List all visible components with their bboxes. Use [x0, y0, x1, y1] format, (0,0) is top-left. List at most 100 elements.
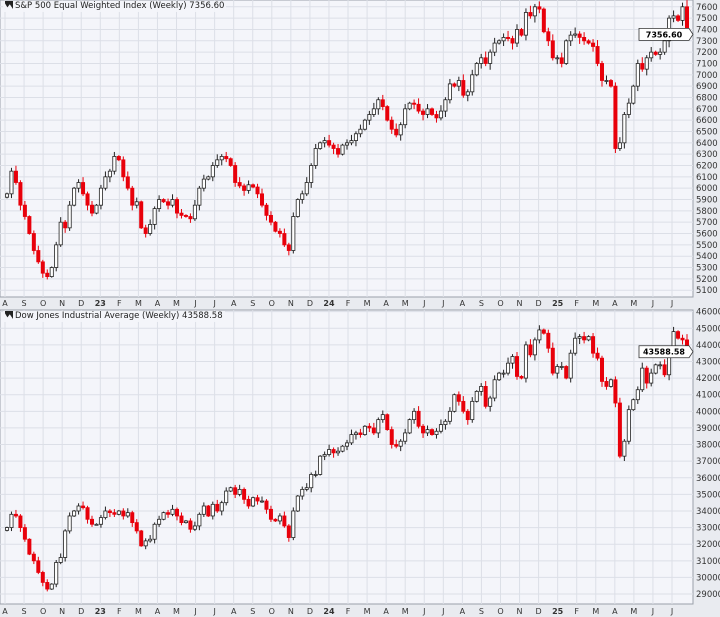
candle	[54, 241, 59, 272]
candle	[224, 151, 229, 163]
candle-body	[67, 515, 72, 532]
x-tick-label: S	[22, 299, 27, 308]
candle-body	[474, 63, 479, 76]
candle	[510, 354, 515, 369]
candle-body	[541, 8, 546, 33]
candle	[631, 84, 636, 105]
candle	[291, 212, 296, 254]
candle-body	[470, 74, 475, 93]
candle	[515, 24, 520, 48]
candle	[555, 55, 560, 65]
candle-body	[662, 40, 667, 53]
candle-body	[273, 518, 278, 522]
candle-body	[456, 80, 461, 87]
x-tick-label: O	[40, 607, 46, 616]
y-tick-label: 44000	[696, 341, 720, 351]
candle-body	[595, 46, 600, 64]
candle	[394, 439, 399, 449]
last-value-box	[638, 27, 694, 41]
x-tick-label: 25	[552, 607, 564, 616]
candle-body	[228, 158, 233, 166]
y-tick-label: 5500	[696, 241, 718, 251]
candle-body	[27, 216, 32, 234]
candle	[573, 332, 578, 356]
candle	[497, 371, 502, 382]
candle	[403, 104, 408, 129]
candle-body	[224, 156, 229, 160]
candle	[242, 487, 247, 504]
candle	[22, 201, 27, 220]
candle-body	[103, 176, 108, 189]
candle	[591, 333, 596, 358]
candle-body	[94, 204, 99, 214]
candle-body	[532, 6, 537, 17]
candle	[367, 423, 372, 433]
candle	[541, 328, 546, 335]
candle-body	[604, 80, 609, 82]
candle-body	[286, 244, 291, 251]
candle	[237, 484, 242, 497]
candle	[183, 519, 188, 524]
y-tick-label: 7600	[696, 3, 718, 13]
candle-body	[465, 91, 470, 96]
x-tick-label: M	[364, 607, 371, 616]
candle	[421, 108, 426, 121]
candle	[532, 337, 537, 361]
candle-body	[157, 518, 162, 525]
x-tick-label: A	[612, 607, 618, 616]
candle	[617, 397, 622, 459]
x-tick-label: J	[193, 299, 196, 308]
candle	[152, 206, 157, 230]
candle-body	[125, 176, 130, 189]
candle	[251, 183, 256, 189]
candle	[322, 137, 327, 148]
candle-body	[631, 85, 636, 104]
candle-body	[233, 165, 238, 183]
candle-body	[228, 487, 233, 492]
candle-body	[215, 503, 220, 512]
last-value-label: 43588.58	[643, 348, 685, 357]
candle	[255, 494, 260, 505]
candle	[497, 39, 502, 45]
x-tick-label: F	[574, 607, 579, 616]
x-tick-label: A	[460, 299, 466, 308]
candle-body	[300, 488, 305, 497]
candle	[336, 447, 341, 456]
candle-body	[461, 80, 466, 96]
candle-body	[255, 497, 260, 502]
x-tick-label: M	[402, 607, 409, 616]
candle	[564, 365, 569, 380]
candle	[36, 556, 41, 575]
y-tick-label: 5100	[696, 286, 718, 296]
x-tick-label: S	[250, 299, 255, 308]
candle	[327, 444, 332, 457]
candle	[112, 509, 117, 517]
x-tick-label: O	[269, 299, 275, 308]
candle-body	[251, 497, 256, 507]
candle-body	[407, 102, 412, 110]
candle	[479, 383, 484, 396]
candle	[224, 487, 229, 506]
candle	[425, 425, 430, 437]
candle-body	[434, 114, 439, 119]
candle-body	[90, 518, 95, 525]
candle	[49, 583, 54, 590]
candle	[134, 519, 139, 534]
candle-body	[130, 512, 135, 524]
candle-body	[63, 530, 68, 558]
candle	[608, 79, 613, 88]
dow-title-text: Dow Jones Industrial Average (Weekly) 43…	[15, 311, 223, 321]
candle	[327, 134, 332, 148]
dow-panel: 29000 30000 31000 32000 33000 34000 35000 36000…	[0, 308, 720, 616]
candle	[273, 221, 278, 233]
candle-body	[443, 420, 448, 426]
candle	[259, 496, 264, 503]
candle	[658, 361, 663, 370]
candle	[116, 155, 121, 162]
candle	[116, 509, 121, 516]
candle-body	[336, 450, 341, 454]
candle	[304, 483, 309, 492]
y-tick-label: 5600	[696, 230, 718, 240]
candle	[9, 511, 14, 532]
